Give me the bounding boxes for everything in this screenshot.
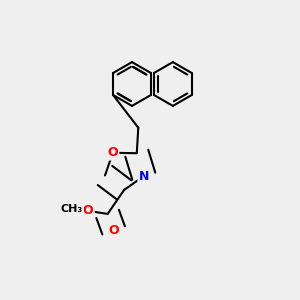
- Text: CH₃: CH₃: [61, 204, 83, 214]
- Text: N: N: [139, 169, 149, 183]
- Text: O: O: [107, 146, 118, 159]
- Text: O: O: [108, 224, 119, 237]
- Text: O: O: [83, 204, 94, 218]
